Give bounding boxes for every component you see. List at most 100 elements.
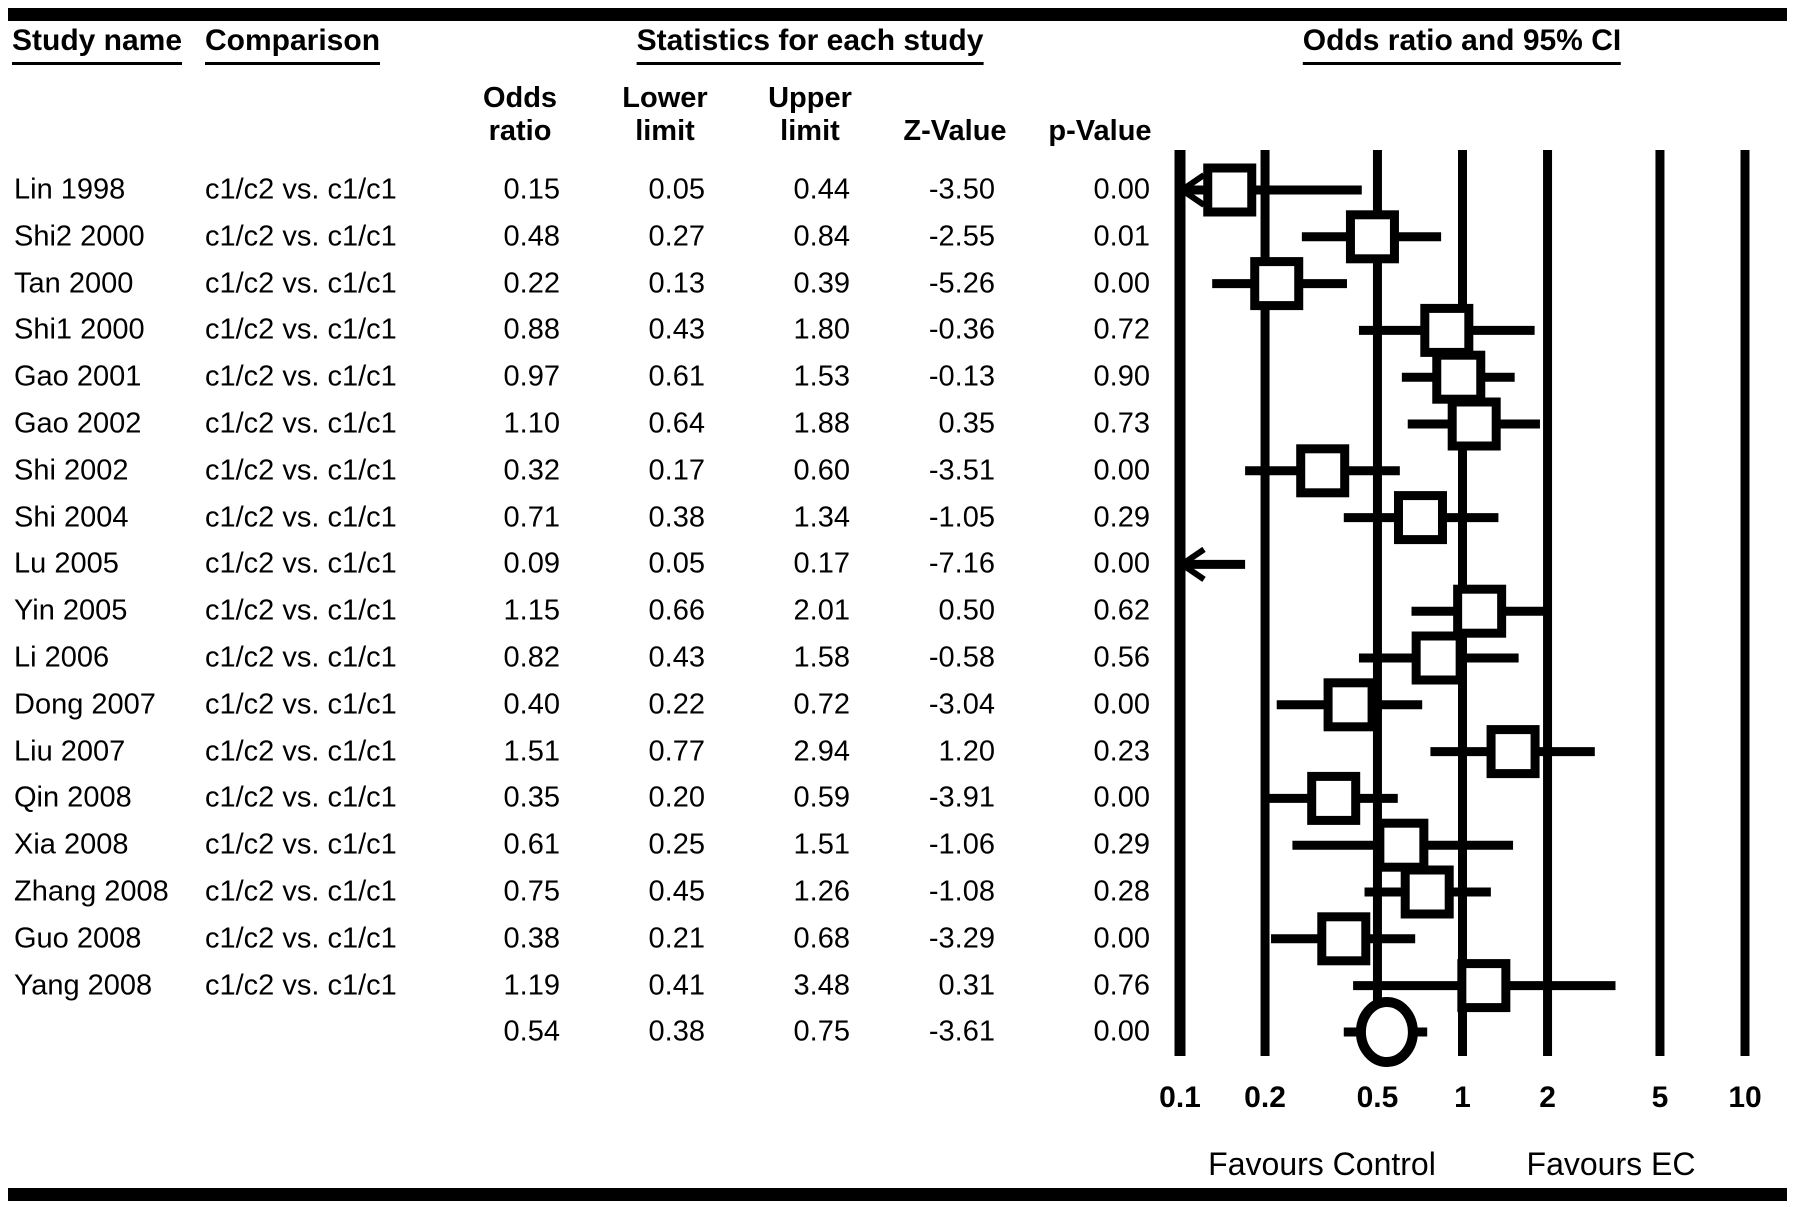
tick-label-0.2: 0.2 — [1244, 1081, 1286, 1114]
comparison-value: c1/c2 vs. c1/c1 — [205, 547, 397, 580]
z-value: -1.08 — [928, 875, 995, 908]
p-value: 0.00 — [1093, 547, 1150, 580]
lower-limit-value: 0.05 — [648, 173, 705, 206]
comparison-value: c1/c2 vs. c1/c1 — [205, 688, 397, 721]
comparison-value: c1/c2 vs. c1/c1 — [205, 875, 397, 908]
lower-limit-value: 0.43 — [648, 313, 705, 346]
p-value: 0.23 — [1093, 735, 1150, 768]
odds-ratio-value: 1.19 — [503, 969, 560, 1002]
odds-ratio-value: 0.09 — [503, 547, 560, 580]
z-value: -7.16 — [928, 547, 995, 580]
column-header-z-value: Z-Value — [903, 115, 1007, 147]
study-name: Guo 2008 — [14, 922, 142, 955]
tick-label-1: 1 — [1454, 1081, 1471, 1114]
upper-limit-value: 1.26 — [793, 875, 850, 908]
p-value: 0.00 — [1093, 781, 1150, 814]
odds-ratio-value: 0.82 — [503, 641, 560, 674]
study-name: Li 2006 — [14, 641, 110, 674]
lower-limit-value: 0.61 — [648, 360, 705, 393]
p-value: 0.00 — [1093, 173, 1150, 206]
p-value: 0.56 — [1093, 641, 1150, 674]
lower-limit-value: 0.20 — [648, 781, 705, 814]
study-name: Xia 2008 — [14, 828, 129, 861]
or-box-zhang-2008 — [1400, 865, 1454, 919]
study-name-header: Study name — [12, 24, 183, 65]
statistics-header: Statistics for each study — [636, 24, 984, 65]
odds-ratio-value: 1.15 — [503, 594, 560, 627]
comparison-value: c1/c2 vs. c1/c1 — [205, 922, 397, 955]
p-value: 0.28 — [1093, 875, 1150, 908]
p-value: 0.76 — [1093, 969, 1150, 1002]
or-box-liu-2007 — [1486, 725, 1540, 779]
upper-limit-value: 0.39 — [793, 267, 850, 300]
tick-label-2: 2 — [1539, 1081, 1556, 1114]
top-border — [8, 8, 1787, 21]
p-value: 0.00 — [1093, 688, 1150, 721]
summary-z-value: -3.61 — [928, 1015, 995, 1048]
column-header-lower-limit: Lower limit — [622, 82, 708, 147]
or-box-dong-2007 — [1323, 678, 1377, 732]
bottom-border — [8, 1188, 1787, 1201]
comparison-value: c1/c2 vs. c1/c1 — [205, 641, 397, 674]
p-value: 0.90 — [1093, 360, 1150, 393]
or-box-qin-2008 — [1307, 771, 1361, 825]
upper-limit-value: 0.68 — [793, 922, 850, 955]
comparison-value: c1/c2 vs. c1/c1 — [205, 594, 397, 627]
study-name: Gao 2001 — [14, 360, 142, 393]
z-value: -0.13 — [928, 360, 995, 393]
upper-limit-value: 1.58 — [793, 641, 850, 674]
study-name: Yin 2005 — [14, 594, 128, 627]
odds-ratio-value: 0.61 — [503, 828, 560, 861]
lower-limit-value: 0.38 — [648, 501, 705, 534]
odds-ratio-value: 0.40 — [503, 688, 560, 721]
study-name: Shi 2004 — [14, 501, 129, 534]
column-header-p-value: p-Value — [1048, 115, 1152, 147]
column-header-odds-ratio: Odds ratio — [482, 82, 558, 147]
or-box-gao-2002 — [1447, 397, 1501, 451]
lower-limit-value: 0.17 — [648, 454, 705, 487]
odds-ratio-value: 0.88 — [503, 313, 560, 346]
lower-limit-value: 0.45 — [648, 875, 705, 908]
lower-limit-value: 0.21 — [648, 922, 705, 955]
study-name: Lu 2005 — [14, 547, 119, 580]
or-box-shi-2004 — [1393, 491, 1447, 545]
z-value: -3.29 — [928, 922, 995, 955]
z-value: 1.20 — [938, 735, 995, 768]
z-value: -1.05 — [928, 501, 995, 534]
tick-label-10: 10 — [1728, 1081, 1761, 1114]
comparison-value: c1/c2 vs. c1/c1 — [205, 735, 397, 768]
study-name: Shi2 2000 — [14, 220, 145, 253]
odds-ratio-value: 0.71 — [503, 501, 560, 534]
p-value: 0.00 — [1093, 267, 1150, 300]
comparison-value: c1/c2 vs. c1/c1 — [205, 781, 397, 814]
study-name: Tan 2000 — [14, 267, 134, 300]
upper-limit-value: 1.53 — [793, 360, 850, 393]
tick-label-0.1: 0.1 — [1159, 1081, 1201, 1114]
odds-ratio-value: 0.15 — [503, 173, 560, 206]
column-header-upper-limit: Upper limit — [768, 82, 852, 147]
study-name: Shi1 2000 — [14, 313, 145, 346]
upper-limit-value: 0.17 — [793, 547, 850, 580]
comparison-value: c1/c2 vs. c1/c1 — [205, 828, 397, 861]
or-ci-header: Odds ratio and 95% CI — [1302, 24, 1622, 65]
p-value: 0.00 — [1093, 454, 1150, 487]
upper-limit-value: 0.44 — [793, 173, 850, 206]
comparison-value: c1/c2 vs. c1/c1 — [205, 501, 397, 534]
favours-control-label: Favours Control — [1208, 1146, 1436, 1182]
or-box-li-2006 — [1411, 631, 1465, 685]
or-box-yin-2005 — [1453, 584, 1507, 638]
odds-ratio-value: 1.51 — [503, 735, 560, 768]
summary-or-circle — [1355, 997, 1418, 1067]
comparison-header: Comparison — [205, 24, 381, 65]
upper-limit-value: 0.59 — [793, 781, 850, 814]
p-value: 0.29 — [1093, 501, 1150, 534]
lower-limit-value: 0.77 — [648, 735, 705, 768]
lower-limit-value: 0.13 — [648, 267, 705, 300]
study-name: Qin 2008 — [14, 781, 132, 814]
odds-ratio-value: 1.10 — [503, 407, 560, 440]
z-value: -3.91 — [928, 781, 995, 814]
or-box-shi2-2000 — [1345, 210, 1399, 264]
upper-limit-value: 1.34 — [793, 501, 850, 534]
